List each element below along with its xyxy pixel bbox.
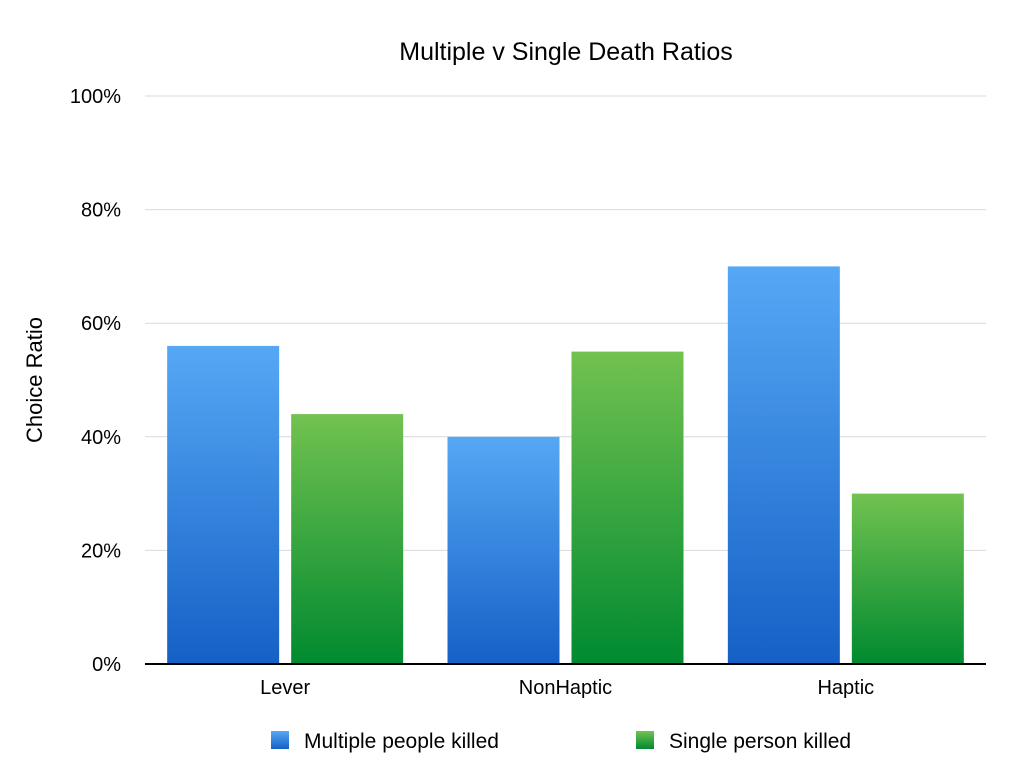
legend-label-multiple: Multiple people killed: [304, 730, 499, 753]
y-tick-label: 80%: [81, 200, 121, 222]
legend-swatch-single: [636, 731, 654, 749]
y-tick-label: 100%: [70, 86, 121, 108]
bar-nonhaptic-multiple: [447, 436, 560, 664]
bar-nonhaptic-single: [571, 351, 684, 664]
bars: [167, 266, 964, 664]
legend: Multiple people killed Single person kil…: [271, 730, 851, 753]
legend-swatch-multiple: [271, 731, 289, 749]
bar-lever-multiple: [167, 345, 280, 664]
y-axis-label: Choice Ratio: [22, 317, 47, 443]
chart-title: Multiple v Single Death Ratios: [399, 38, 733, 66]
legend-label-single: Single person killed: [669, 730, 851, 753]
y-tick-label: 0%: [92, 654, 121, 676]
x-tick-label: NonHaptic: [519, 677, 612, 699]
gridlines: [145, 95, 986, 551]
x-tick-label: Lever: [260, 677, 310, 699]
x-tick-label: Haptic: [817, 677, 874, 699]
bar-lever-single: [291, 414, 404, 664]
y-tick-label: 20%: [81, 540, 121, 562]
x-tick-labels: Lever NonHaptic Haptic: [260, 677, 874, 699]
y-tick-labels: 0% 20% 40% 60% 80% 100%: [70, 86, 121, 676]
bar-haptic-single: [851, 493, 964, 664]
y-tick-label: 60%: [81, 313, 121, 335]
bar-haptic-multiple: [727, 266, 840, 664]
y-tick-label: 40%: [81, 427, 121, 449]
